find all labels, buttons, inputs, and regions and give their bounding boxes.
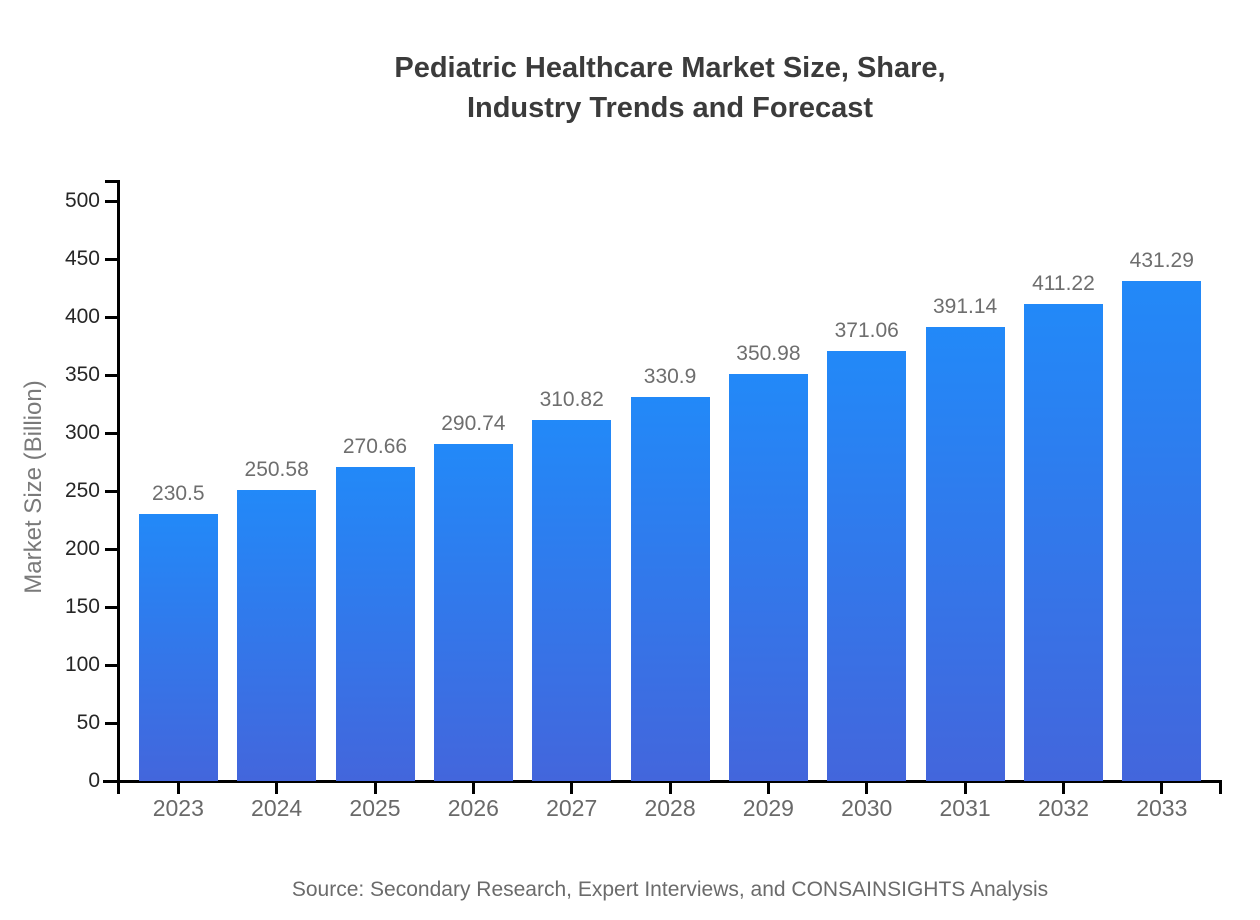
x-tick-mark <box>865 782 869 794</box>
bar <box>237 490 317 781</box>
x-tick-mark <box>766 782 770 794</box>
x-tick-label: 2026 <box>447 795 499 821</box>
bar <box>630 397 710 781</box>
bar <box>1122 280 1202 781</box>
bar <box>335 467 415 781</box>
x-tick-mark <box>570 782 574 794</box>
x-axis-line <box>103 779 1222 783</box>
y-tick-label: 150 <box>64 595 100 618</box>
bar-value-label: 310.82 <box>539 388 604 412</box>
y-tick-label: 500 <box>64 189 100 212</box>
y-tick-mark <box>105 547 118 551</box>
y-tick-label: 0 <box>88 769 100 792</box>
x-tick-mark <box>275 782 279 794</box>
bar-value-label: 431.29 <box>1129 248 1194 272</box>
x-tick-label: 2033 <box>1136 795 1188 821</box>
x-tick-label: 2028 <box>644 795 696 821</box>
y-tick-mark <box>105 199 118 203</box>
y-tick-label: 250 <box>64 479 100 502</box>
x-tick-mark <box>963 782 967 794</box>
chart-title: Pediatric Healthcare Market Size, Share,… <box>80 48 1260 128</box>
bar-value-label: 391.14 <box>932 295 998 319</box>
bar-value-label: 330.9 <box>643 365 697 389</box>
x-tick-label: 2032 <box>1037 795 1090 821</box>
y-tick-label: 200 <box>64 537 100 560</box>
x-tick-mark <box>1160 782 1164 794</box>
chart-title-line-1: Pediatric Healthcare Market Size, Share, <box>394 52 946 84</box>
x-tick-label: 2029 <box>742 795 794 821</box>
y-tick-mark <box>105 257 118 261</box>
y-tick-mark <box>105 373 118 377</box>
chart-title-line-2: Industry Trends and Forecast <box>466 92 874 124</box>
x-tick-label: 2024 <box>251 795 303 821</box>
y-tick-label: 300 <box>64 421 100 444</box>
x-axis-end-cap <box>1219 779 1222 794</box>
y-tick-label: 350 <box>64 363 100 386</box>
y-tick-mark <box>105 663 118 667</box>
bar-value-label: 411.22 <box>1032 271 1095 295</box>
bar <box>532 420 612 781</box>
x-tick-mark <box>668 782 672 794</box>
x-tick-mark <box>373 782 377 794</box>
x-tick-label: 2031 <box>939 795 991 821</box>
bar-value-label: 350.98 <box>736 341 801 365</box>
y-tick-label: 100 <box>64 653 100 676</box>
y-axis-top-cap <box>105 180 118 183</box>
x-tick-label: 2027 <box>546 795 598 821</box>
bar <box>728 373 808 781</box>
bar-value-label: 270.66 <box>342 435 408 459</box>
x-tick-mark <box>471 782 475 794</box>
bar <box>925 327 1005 781</box>
bar-value-label: 250.58 <box>244 458 309 482</box>
y-tick-mark <box>105 779 118 783</box>
bar <box>433 443 513 781</box>
bar-value-label: 371.06 <box>834 318 899 342</box>
bar-value-label: 230.5 <box>152 481 205 505</box>
x-tick-label: 2023 <box>152 795 204 821</box>
x-tick-label: 2025 <box>349 795 401 821</box>
y-axis-line <box>116 180 120 794</box>
y-tick-label: 450 <box>64 247 100 270</box>
x-tick-label: 2030 <box>841 795 893 821</box>
y-tick-mark <box>105 489 118 493</box>
y-tick-mark <box>105 315 118 319</box>
bar <box>138 513 218 781</box>
x-tick-mark <box>176 782 180 794</box>
y-tick-mark <box>105 721 118 725</box>
y-tick-mark <box>105 605 118 609</box>
bar <box>827 350 907 781</box>
y-tick-label: 50 <box>76 711 100 734</box>
x-tick-mark <box>1061 782 1065 794</box>
bar <box>1023 303 1103 781</box>
source-note: Source: Secondary Research, Expert Inter… <box>291 878 1049 901</box>
bar-value-label: 290.74 <box>441 411 506 435</box>
y-tick-mark <box>105 431 118 435</box>
y-tick-label: 400 <box>64 305 100 328</box>
